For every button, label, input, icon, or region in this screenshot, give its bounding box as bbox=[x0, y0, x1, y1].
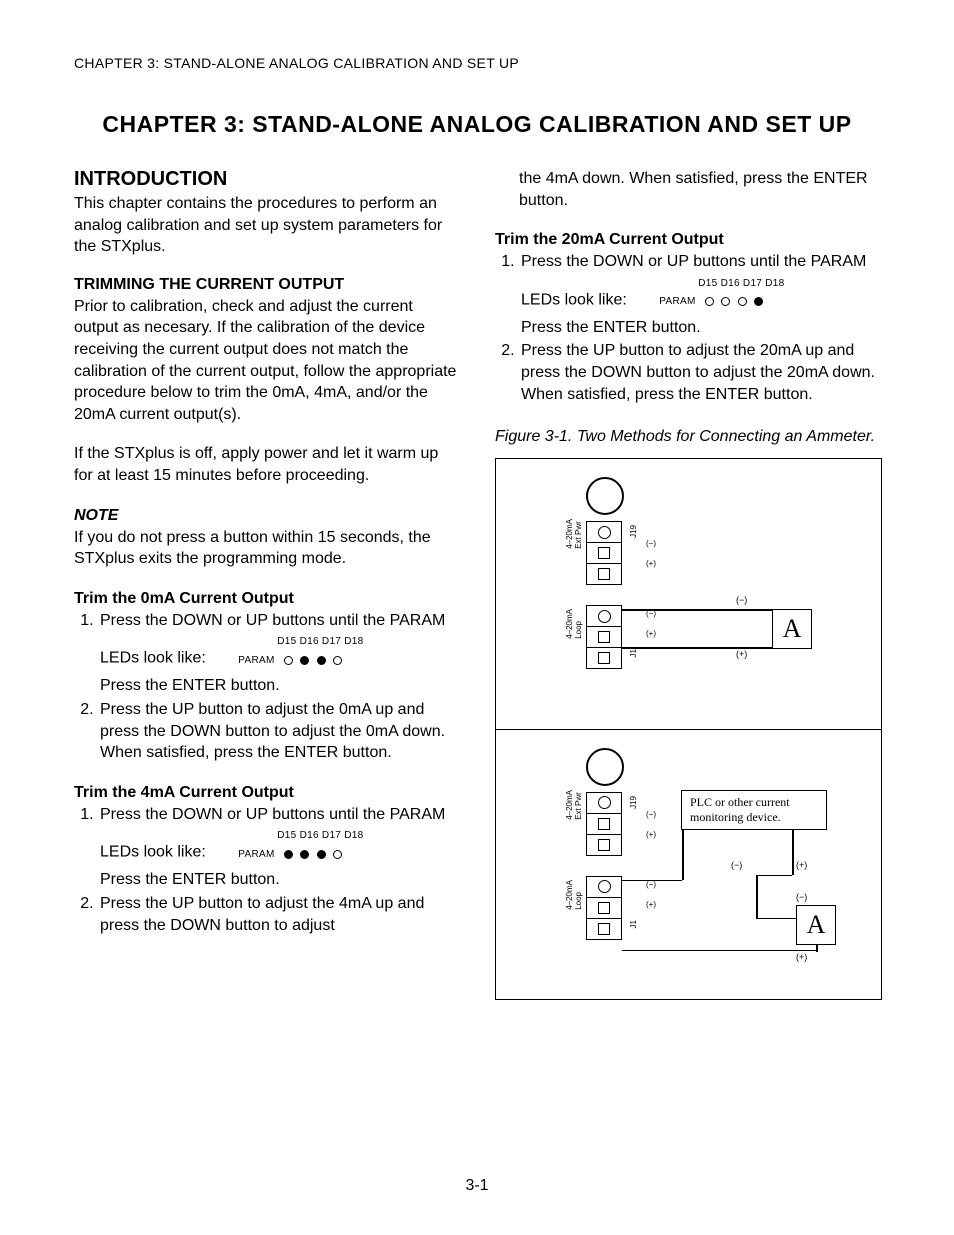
led-d18-icon bbox=[754, 297, 763, 306]
polarity-plus: (+) bbox=[646, 559, 656, 568]
trim4-steps: Press the DOWN or UP buttons until the P… bbox=[74, 804, 459, 936]
trim20-step2: Press the UP button to adjust the 20mA u… bbox=[519, 340, 880, 405]
param-led-row-0ma: D15 D16 D17 D18 PARAM bbox=[238, 635, 363, 671]
polarity-plus: (+) bbox=[796, 860, 807, 870]
ammeter-icon: A bbox=[796, 905, 836, 945]
terminal-block-top-j1 bbox=[586, 605, 622, 669]
trim4-step2-text-right: the 4mA down. When satisfied, press the … bbox=[495, 168, 880, 211]
terminal-block-bottom-j1 bbox=[586, 876, 622, 940]
ammeter-icon: A bbox=[772, 609, 812, 649]
param-word: PARAM bbox=[238, 654, 274, 668]
trim4-step1: Press the DOWN or UP buttons until the P… bbox=[98, 804, 459, 891]
trim0-step2: Press the UP button to adjust the 0mA up… bbox=[98, 699, 459, 764]
figure-top-method: 4–20mA Ext Pwr 4–20mA Loop J19 J1 (−) (+… bbox=[496, 459, 881, 730]
label-loop: 4–20mA Loop bbox=[566, 880, 584, 910]
trim0-step1: Press the DOWN or UP buttons until the P… bbox=[98, 610, 459, 697]
polarity-minus: (−) bbox=[646, 539, 656, 548]
label-j1: J1 bbox=[630, 649, 639, 657]
left-column: INTRODUCTION This chapter contains the p… bbox=[74, 168, 459, 1000]
param-led-row-4ma: D15 D16 D17 D18 PARAM bbox=[238, 829, 363, 865]
two-column-layout: INTRODUCTION This chapter contains the p… bbox=[74, 168, 880, 1000]
trim0-press-enter: Press the ENTER button. bbox=[100, 675, 459, 697]
param-led-labels: D15 D16 D17 D18 bbox=[277, 829, 363, 843]
trim0-step2-text: Press the UP button to adjust the 0mA up… bbox=[100, 701, 445, 761]
right-column: the 4mA down. When satisfied, press the … bbox=[495, 168, 880, 1000]
trim4-press-enter: Press the ENTER button. bbox=[100, 869, 459, 891]
connector-hole-icon bbox=[586, 477, 624, 515]
led-d18-icon bbox=[333, 850, 342, 859]
trimming-heading: TRIMMING THE CURRENT OUTPUT bbox=[74, 276, 459, 294]
connector-hole-icon bbox=[586, 748, 624, 786]
param-led-labels: D15 D16 D17 D18 bbox=[277, 635, 363, 649]
trim0-steps: Press the DOWN or UP buttons until the P… bbox=[74, 610, 459, 764]
terminal-block-top-j19 bbox=[586, 521, 622, 585]
trim4-heading: Trim the 4mA Current Output bbox=[74, 784, 459, 802]
led-d16-icon bbox=[300, 850, 309, 859]
polarity-plus: (+) bbox=[646, 830, 656, 839]
trimming-body-1: Prior to calibration, check and adjust t… bbox=[74, 296, 459, 426]
trim20-heading: Trim the 20mA Current Output bbox=[495, 231, 880, 249]
polarity-plus: (+) bbox=[646, 629, 656, 638]
figure-caption: Figure 3-1. Two Methods for Connecting a… bbox=[495, 427, 880, 448]
running-header: CHAPTER 3: STAND-ALONE ANALOG CALIBRATIO… bbox=[74, 55, 880, 71]
chapter-title: CHAPTER 3: STAND-ALONE ANALOG CALIBRATIO… bbox=[74, 111, 880, 138]
led-d17-icon bbox=[317, 656, 326, 665]
polarity-minus: (−) bbox=[736, 595, 747, 605]
label-j19: J19 bbox=[630, 525, 639, 538]
note-body: If you do not press a button within 15 s… bbox=[74, 527, 459, 570]
label-ext-pwr: 4–20mA Ext Pwr bbox=[566, 790, 584, 820]
intro-heading: INTRODUCTION bbox=[74, 168, 459, 191]
label-j1: J1 bbox=[630, 920, 639, 928]
polarity-plus: (+) bbox=[736, 649, 747, 659]
trimming-body-2: If the STXplus is off, apply power and l… bbox=[74, 443, 459, 486]
polarity-plus: (+) bbox=[796, 952, 807, 962]
trim4-step2-text-left: Press the UP button to adjust the 4mA up… bbox=[100, 895, 424, 934]
polarity-minus: (−) bbox=[796, 892, 807, 902]
param-led-labels: D15 D16 D17 D18 bbox=[698, 277, 784, 291]
led-d16-icon bbox=[721, 297, 730, 306]
led-d15-icon bbox=[284, 850, 293, 859]
led-d16-icon bbox=[300, 656, 309, 665]
led-d15-icon bbox=[284, 656, 293, 665]
intro-body: This chapter contains the procedures to … bbox=[74, 193, 459, 258]
page-number: 3-1 bbox=[0, 1177, 954, 1195]
param-word: PARAM bbox=[238, 848, 274, 862]
figure-3-1: 4–20mA Ext Pwr 4–20mA Loop J19 J1 (−) (+… bbox=[495, 458, 882, 1000]
polarity-minus: (−) bbox=[646, 810, 656, 819]
plc-box: PLC or other current monitoring device. bbox=[681, 790, 827, 830]
trim20-steps: Press the DOWN or UP buttons until the P… bbox=[495, 251, 880, 405]
led-d15-icon bbox=[705, 297, 714, 306]
led-d17-icon bbox=[738, 297, 747, 306]
figure-bottom-method: 4–20mA Ext Pwr 4–20mA Loop J19 J1 (−) (+… bbox=[496, 730, 881, 1000]
label-loop: 4–20mA Loop bbox=[566, 609, 584, 639]
polarity-minus: (−) bbox=[731, 860, 742, 870]
param-word: PARAM bbox=[659, 295, 695, 309]
trim0-heading: Trim the 0mA Current Output bbox=[74, 590, 459, 608]
trim20-step2-text: Press the UP button to adjust the 20mA u… bbox=[521, 342, 875, 402]
trim4-step2: Press the UP button to adjust the 4mA up… bbox=[98, 893, 459, 936]
led-d17-icon bbox=[317, 850, 326, 859]
label-j19: J19 bbox=[630, 796, 639, 809]
trim20-press-enter: Press the ENTER button. bbox=[521, 317, 880, 339]
note-heading: NOTE bbox=[74, 507, 459, 525]
trim20-step1: Press the DOWN or UP buttons until the P… bbox=[519, 251, 880, 338]
label-ext-pwr: 4–20mA Ext Pwr bbox=[566, 519, 584, 549]
led-d18-icon bbox=[333, 656, 342, 665]
terminal-block-bottom-j19 bbox=[586, 792, 622, 856]
param-led-row-20ma: D15 D16 D17 D18 PARAM bbox=[659, 277, 784, 313]
polarity-plus: (+) bbox=[646, 900, 656, 909]
page: CHAPTER 3: STAND-ALONE ANALOG CALIBRATIO… bbox=[0, 0, 954, 1235]
